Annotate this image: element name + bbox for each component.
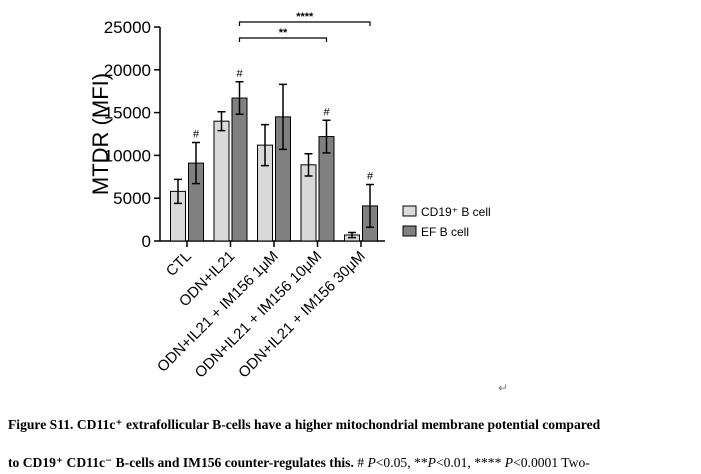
caption-segment: to CD19⁺ CD11c⁻ B-cells and IM156 counte… [8, 455, 354, 470]
error-bar [174, 178, 182, 205]
x-tick-label: CTL [163, 248, 195, 280]
significance-mark: # [236, 68, 243, 80]
error-bar [192, 141, 200, 185]
y-tick-label: 20000 [104, 61, 151, 80]
error-bar [366, 183, 374, 229]
return-mark: ↵ [498, 381, 508, 395]
y-axis-label: MTDR (MFI) [88, 73, 113, 195]
significance-mark: # [193, 129, 200, 141]
comparison-label: **** [296, 11, 314, 23]
caption-segment: P [504, 455, 513, 470]
comparison-label: ** [279, 27, 288, 39]
error-bar [279, 83, 287, 151]
caption-segment: P [427, 455, 436, 470]
y-tick-label: 25000 [104, 18, 151, 37]
y-tick-label: 0 [142, 232, 151, 251]
significance-mark: # [367, 171, 374, 183]
legend-swatch [402, 225, 417, 237]
bar [231, 97, 248, 242]
y-tick-label: 5000 [113, 189, 151, 208]
error-bar [348, 231, 356, 239]
caption-segment: <0.05, ** [376, 455, 428, 470]
y-tick-label: 10000 [104, 146, 151, 165]
significance-mark: # [323, 106, 330, 118]
legend-swatch [402, 205, 417, 217]
comparison-bracket [238, 37, 328, 42]
legend-label: EF B cell [421, 225, 469, 239]
caption-segment: <0.0001 Two- [513, 455, 590, 470]
y-tick-label: 15000 [104, 104, 151, 123]
error-bar [235, 81, 244, 116]
error-bar [322, 119, 331, 154]
caption-segment: <0.01, **** [436, 455, 505, 470]
legend-label: CD19⁺ B cell [421, 205, 491, 219]
caption-segment: P [366, 455, 375, 470]
error-bar [261, 123, 269, 167]
caption-line: Figure S11. CD11c⁺ extrafollicular B-cel… [8, 417, 601, 432]
comparison-bracket [238, 21, 371, 26]
bar [213, 120, 230, 242]
error-bar [304, 152, 313, 177]
caption-line: to CD19⁺ CD11c⁻ B-cells and IM156 counte… [8, 455, 590, 470]
error-bar [217, 110, 226, 132]
caption-segment: # [354, 455, 368, 470]
